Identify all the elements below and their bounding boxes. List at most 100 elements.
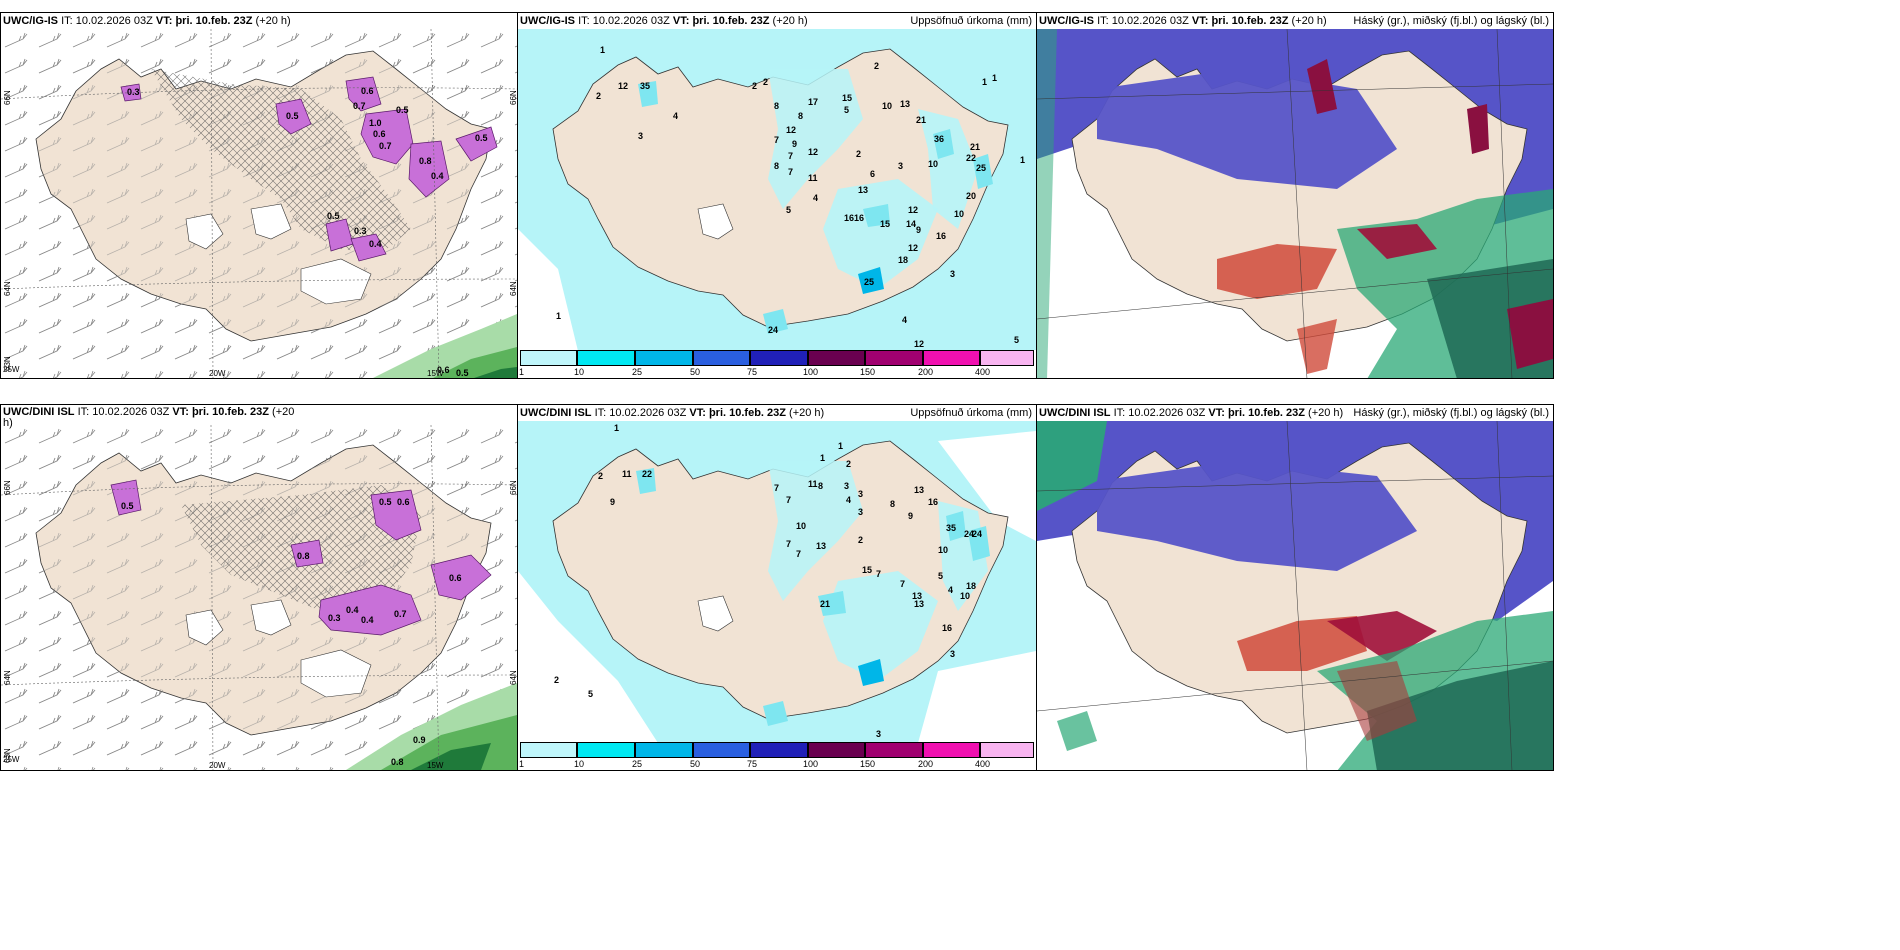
svg-text:11: 11 <box>622 469 632 479</box>
value-label: 0.4 <box>369 239 382 249</box>
svg-text:10: 10 <box>882 101 892 111</box>
colorbar-segment <box>635 350 693 366</box>
svg-text:3: 3 <box>950 649 955 659</box>
svg-text:1: 1 <box>838 441 843 451</box>
colorbar-segment <box>693 742 750 758</box>
svg-text:1: 1 <box>614 423 619 433</box>
colorbar-segment <box>750 350 808 366</box>
colorbar-segment <box>808 350 865 366</box>
svg-text:4: 4 <box>846 495 851 505</box>
colorbar-segment <box>980 350 1034 366</box>
svg-text:8: 8 <box>774 161 779 171</box>
lon-label: 15W <box>427 761 444 770</box>
precip-colorbar: 1 10 25 50 75 100 150 200 400 <box>518 742 1036 770</box>
svg-text:5: 5 <box>588 689 593 699</box>
svg-text:13: 13 <box>914 599 924 609</box>
svg-text:7: 7 <box>788 151 793 161</box>
svg-text:8: 8 <box>890 499 895 509</box>
svg-text:8: 8 <box>818 481 823 491</box>
svg-text:3: 3 <box>858 489 863 499</box>
panel-subtitle: Háský (gr.), miðský (fj.bl.) og lágský (… <box>1353 407 1549 419</box>
svg-text:24: 24 <box>972 529 982 539</box>
precip-colorbar: 1 10 25 50 75 100 150 200 400 <box>518 350 1036 378</box>
svg-text:35: 35 <box>946 523 956 533</box>
svg-text:1: 1 <box>1020 155 1025 165</box>
value-label: 0.5 <box>286 111 299 121</box>
svg-text:1: 1 <box>820 453 825 463</box>
svg-text:24: 24 <box>964 529 974 539</box>
svg-text:4: 4 <box>813 193 818 203</box>
svg-text:4: 4 <box>948 585 953 595</box>
svg-text:17: 17 <box>808 97 818 107</box>
svg-text:2: 2 <box>752 81 757 91</box>
precip-map: 1 2 11 22 9 1 7 11 10 8 2 1 4 3 7 13 3 3… <box>518 421 1036 743</box>
wind-snow-map: 0.6 0.5 1.0 0.6 0.5 0.7 0.8 0.5 0.7 0.3 … <box>1 29 517 378</box>
colorbar-tick: 50 <box>690 759 701 769</box>
svg-text:2: 2 <box>554 675 559 685</box>
svg-text:5: 5 <box>786 205 791 215</box>
lon-label: 25W <box>3 755 20 764</box>
svg-text:15: 15 <box>862 565 872 575</box>
value-label: 0.3 <box>127 87 140 97</box>
svg-text:10: 10 <box>796 521 806 531</box>
value-label: 0.6 <box>361 86 374 96</box>
svg-text:7: 7 <box>876 569 881 579</box>
panel-bottom-right: UWC/DINI ISL IT: 10.02.2026 03Z VT: þri.… <box>1036 404 1554 771</box>
colorbar-tick: 100 <box>803 759 819 769</box>
colorbar-segment <box>635 742 693 758</box>
svg-text:24: 24 <box>768 325 778 335</box>
colorbar-tick: 200 <box>918 367 934 377</box>
value-label: 0.4 <box>346 605 359 615</box>
value-label: 0.8 <box>297 551 310 561</box>
lon-label: 20W <box>209 761 226 770</box>
svg-text:12: 12 <box>908 243 918 253</box>
svg-text:2: 2 <box>596 91 601 101</box>
panel-top-right: UWC/IG-IS IT: 10.02.2026 03Z VT: þri. 10… <box>1036 12 1554 379</box>
svg-text:9: 9 <box>916 225 921 235</box>
svg-text:10: 10 <box>938 545 948 555</box>
svg-text:18: 18 <box>966 581 976 591</box>
svg-text:8: 8 <box>798 111 803 121</box>
svg-text:13: 13 <box>858 185 868 195</box>
panel-subtitle: Uppsöfnuð úrkoma (mm) <box>910 407 1032 419</box>
svg-text:12: 12 <box>618 81 628 91</box>
colorbar-tick: 75 <box>747 367 758 377</box>
value-label: 0.3 <box>328 613 341 623</box>
value-label: 0.7 <box>394 609 407 619</box>
value-label: 0.6 <box>397 497 410 507</box>
svg-text:16: 16 <box>936 231 946 241</box>
svg-text:12: 12 <box>808 147 818 157</box>
svg-text:12: 12 <box>908 205 918 215</box>
svg-text:11: 11 <box>808 479 818 489</box>
svg-text:5: 5 <box>1014 335 1019 345</box>
svg-text:3: 3 <box>844 481 849 491</box>
colorbar-tick: 1 <box>519 759 525 769</box>
panel-subtitle: Háský (gr.), miðský (fj.bl.) og lágský (… <box>1353 15 1549 27</box>
svg-text:4: 4 <box>902 315 907 325</box>
colorbar-tick: 1 <box>519 367 525 377</box>
value-label: 0.5 <box>475 133 488 143</box>
lat-label: 64N <box>3 281 12 296</box>
colorbar-tick: 100 <box>803 367 819 377</box>
colorbar-tick: 400 <box>975 759 991 769</box>
svg-text:6: 6 <box>870 169 875 179</box>
colorbar-segment <box>865 742 923 758</box>
lat-label: 66N <box>3 480 12 495</box>
value-label: 0.9 <box>413 735 426 745</box>
value-label: 0.6 <box>449 573 462 583</box>
value-label: 0.5 <box>121 501 134 511</box>
colorbar-segment <box>520 350 577 366</box>
value-label: 0.6 <box>373 129 386 139</box>
svg-text:7: 7 <box>786 495 791 505</box>
svg-text:1: 1 <box>556 311 561 321</box>
panel-title: UWC/DINI ISL IT: 10.02.2026 03Z VT: þri.… <box>520 407 825 419</box>
svg-text:9: 9 <box>908 511 913 521</box>
svg-text:36: 36 <box>934 134 944 144</box>
wind-snow-map: 0.9 0.8 0.5 0.6 0.4 0.7 0.6 0.3 0.8 0.5 … <box>1 425 517 770</box>
panel-bottom-middle: UWC/DINI ISL IT: 10.02.2026 03Z VT: þri.… <box>517 404 1037 771</box>
colorbar-segment <box>980 742 1034 758</box>
panel-top-left: UWC/IG-IS IT: 10.02.2026 03Z VT: þri. 10… <box>0 12 518 379</box>
panel-subtitle: Uppsöfnuð úrkoma (mm) <box>910 15 1032 27</box>
svg-text:15: 15 <box>880 219 890 229</box>
colorbar-tick: 10 <box>574 759 585 769</box>
